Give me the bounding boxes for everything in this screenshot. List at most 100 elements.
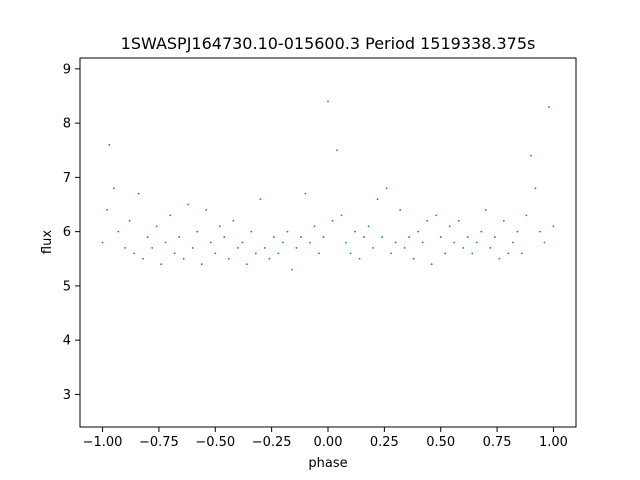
data-point bbox=[363, 236, 365, 238]
y-tick-label: 9 bbox=[63, 62, 71, 77]
data-point bbox=[543, 241, 546, 244]
x-tick-label: −0.25 bbox=[252, 435, 292, 450]
data-point bbox=[277, 252, 280, 255]
data-point bbox=[349, 252, 352, 255]
x-tick-label: 1.00 bbox=[539, 435, 568, 450]
data-point bbox=[322, 236, 325, 238]
data-point bbox=[466, 236, 469, 238]
data-point bbox=[160, 263, 163, 266]
data-point bbox=[282, 241, 284, 244]
data-point bbox=[218, 225, 221, 228]
y-axis-label: flux bbox=[40, 230, 55, 254]
data-point bbox=[178, 236, 181, 238]
y-tick-label: 4 bbox=[63, 334, 71, 349]
data-point bbox=[196, 230, 199, 233]
data-point bbox=[484, 209, 487, 211]
data-point bbox=[448, 225, 451, 228]
x-tick-label: −0.75 bbox=[139, 435, 179, 450]
data-point bbox=[182, 257, 185, 260]
data-point bbox=[191, 247, 194, 249]
chart-title: 1SWASPJ164730.10-015600.3 Period 1519338… bbox=[121, 34, 536, 53]
data-point bbox=[548, 105, 550, 108]
data-point bbox=[209, 241, 212, 244]
data-point bbox=[417, 230, 420, 233]
data-point bbox=[124, 247, 126, 249]
data-point bbox=[457, 219, 460, 222]
data-point bbox=[426, 219, 429, 222]
data-point bbox=[430, 263, 433, 266]
data-point bbox=[408, 236, 411, 238]
data-point bbox=[259, 198, 262, 200]
data-point bbox=[112, 187, 115, 190]
data-point bbox=[205, 209, 208, 211]
data-point bbox=[169, 214, 172, 217]
data-points bbox=[101, 100, 555, 271]
data-point bbox=[412, 257, 415, 260]
data-point bbox=[358, 257, 361, 260]
data-point bbox=[385, 187, 388, 190]
y-tick-label: 5 bbox=[63, 279, 71, 294]
data-point bbox=[471, 252, 474, 255]
data-point bbox=[403, 247, 406, 249]
data-point bbox=[444, 252, 447, 255]
data-point bbox=[345, 241, 347, 244]
data-point bbox=[108, 143, 111, 146]
x-tick-label: 0.00 bbox=[314, 435, 343, 450]
data-point bbox=[173, 252, 176, 255]
data-point bbox=[101, 241, 104, 244]
x-tick-label: −0.50 bbox=[195, 435, 235, 450]
data-point bbox=[214, 252, 217, 255]
data-point bbox=[304, 192, 307, 195]
data-point bbox=[507, 252, 510, 255]
data-point bbox=[291, 268, 293, 271]
data-point bbox=[331, 219, 334, 222]
data-point bbox=[128, 219, 131, 222]
y-tick-label: 3 bbox=[63, 388, 71, 403]
data-point bbox=[511, 241, 514, 244]
data-point bbox=[241, 241, 244, 244]
data-point bbox=[227, 257, 230, 260]
data-point bbox=[236, 247, 239, 249]
data-point bbox=[232, 219, 235, 222]
data-point bbox=[489, 247, 492, 249]
data-point bbox=[106, 209, 108, 211]
data-point bbox=[133, 252, 136, 255]
data-point bbox=[381, 236, 384, 238]
data-point bbox=[254, 252, 257, 255]
data-point bbox=[200, 263, 203, 266]
data-point bbox=[146, 236, 149, 238]
data-point bbox=[502, 219, 505, 222]
y-tick-label: 8 bbox=[63, 117, 71, 132]
data-point bbox=[439, 236, 442, 238]
data-point bbox=[539, 230, 541, 233]
data-point bbox=[498, 257, 501, 260]
data-point bbox=[295, 247, 298, 249]
data-point bbox=[117, 230, 120, 233]
data-point bbox=[309, 241, 311, 244]
data-point bbox=[272, 236, 275, 238]
plot-area-frame bbox=[79, 57, 577, 428]
data-point bbox=[187, 203, 190, 206]
data-point bbox=[142, 257, 145, 260]
data-point bbox=[421, 241, 424, 244]
data-point bbox=[394, 241, 397, 244]
data-point bbox=[223, 236, 226, 238]
x-axis-label: phase bbox=[308, 456, 347, 471]
data-point bbox=[313, 225, 316, 228]
data-point bbox=[137, 192, 140, 195]
data-point bbox=[525, 214, 528, 217]
data-point bbox=[390, 252, 393, 255]
data-point bbox=[462, 247, 465, 249]
data-point bbox=[367, 225, 370, 228]
data-point bbox=[245, 263, 248, 266]
data-point bbox=[376, 198, 379, 200]
data-point bbox=[340, 214, 343, 217]
data-point bbox=[372, 247, 374, 249]
data-point bbox=[453, 241, 456, 244]
data-point bbox=[435, 214, 438, 217]
data-point bbox=[151, 247, 154, 249]
data-point bbox=[300, 236, 302, 238]
y-tick-label: 7 bbox=[63, 171, 71, 186]
